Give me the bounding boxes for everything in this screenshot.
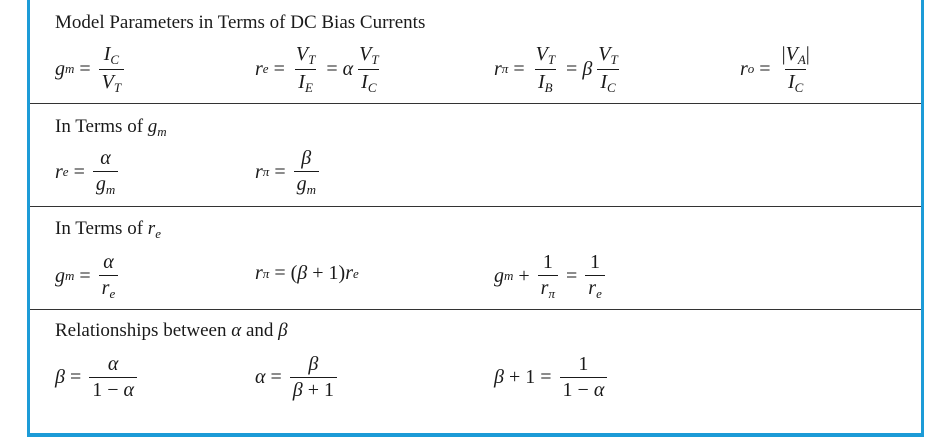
table-frame: Model Parameters in Terms of DC Bias Cur… [27,0,924,437]
equation-re-alpha-gm: r e = α gm [55,148,121,197]
equation-alpha-from-beta: α = β β +1 [255,354,340,401]
equation-rpi-beta-plus-one-re: r π =(β +1) r e [255,262,359,284]
section-title-gm: In Terms of gm [55,116,167,139]
section-title-alpha-beta: Relationships between α and β [55,320,288,341]
section-divider [30,206,921,207]
equation-gm-ic-vt: g m = IC VT [55,44,127,94]
section-divider [30,103,921,104]
section-title-dc-bias: Model Parameters in Terms of DC Bias Cur… [55,12,426,33]
equation-gm-plus-inverse-rpi: g m + 1 rπ = 1 re [494,252,608,301]
equation-beta-plus-one: β +1 = 1 1− α [494,354,610,401]
section-title-re: In Terms of re [55,218,161,241]
equation-ro-va-ic: r o = |VA| IC [740,43,810,95]
section-divider [30,309,921,310]
equation-beta-from-alpha: β = α 1− α [55,354,140,401]
equation-rpi-vt-ib: r π = VT IB = β VT IC [494,43,619,95]
equation-rpi-beta-gm: r π = β gm [255,148,322,197]
equation-gm-alpha-re: g m = α re [55,252,121,301]
equation-re-vt-ie: r e = VT IE = α VT IC [255,43,380,95]
